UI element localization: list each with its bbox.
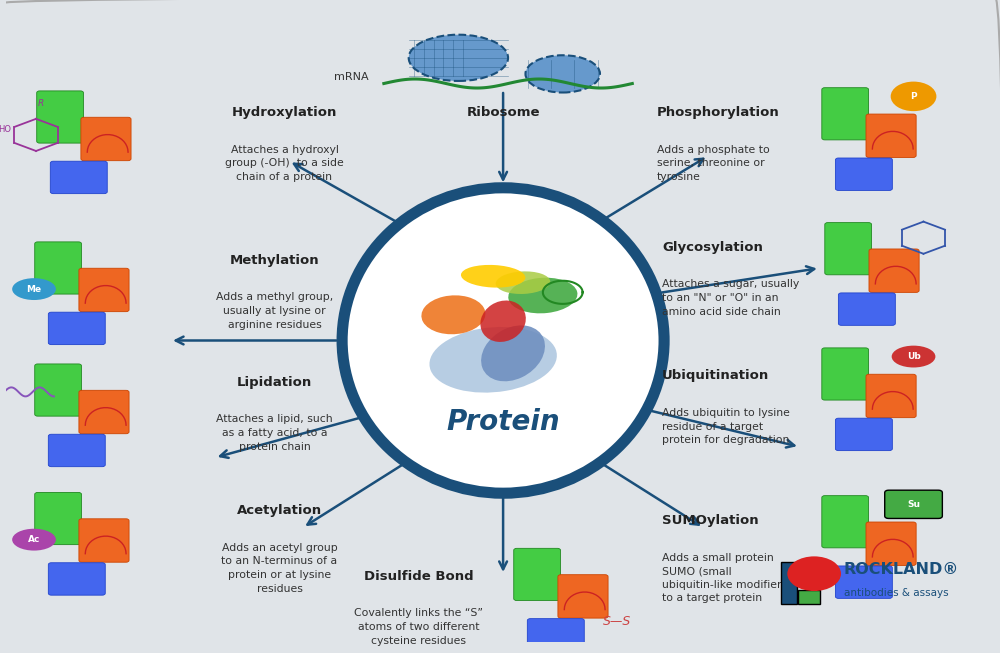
- Ellipse shape: [480, 300, 526, 342]
- Text: P: P: [910, 92, 917, 101]
- FancyBboxPatch shape: [558, 575, 608, 618]
- FancyBboxPatch shape: [37, 91, 83, 143]
- Text: Adds ubiquitin to lysine
residue of a target
protein for degradation: Adds ubiquitin to lysine residue of a ta…: [662, 408, 790, 445]
- Ellipse shape: [409, 35, 508, 81]
- FancyBboxPatch shape: [514, 549, 560, 601]
- Text: SUMOylation: SUMOylation: [662, 514, 759, 527]
- Circle shape: [891, 82, 936, 111]
- Text: Adds a methyl group,
usually at lysine or
arginine residues: Adds a methyl group, usually at lysine o…: [216, 293, 333, 330]
- FancyBboxPatch shape: [885, 490, 942, 518]
- Text: Disulfide Bond: Disulfide Bond: [364, 569, 473, 582]
- Text: Protein: Protein: [446, 407, 560, 436]
- FancyBboxPatch shape: [79, 268, 129, 311]
- Ellipse shape: [892, 345, 935, 368]
- Text: antibodies & assays: antibodies & assays: [844, 588, 949, 598]
- Ellipse shape: [508, 278, 577, 313]
- Circle shape: [787, 556, 841, 591]
- Text: Adds an acetyl group
to an N-terminus of a
protein or at lysine
residues: Adds an acetyl group to an N-terminus of…: [221, 543, 338, 594]
- FancyBboxPatch shape: [35, 242, 81, 294]
- Text: Attaches a sugar, usually
to an "N" or "O" in an
amino acid side chain: Attaches a sugar, usually to an "N" or "…: [662, 279, 799, 317]
- FancyBboxPatch shape: [48, 312, 105, 345]
- Ellipse shape: [342, 188, 664, 493]
- FancyBboxPatch shape: [822, 348, 869, 400]
- FancyBboxPatch shape: [835, 158, 892, 191]
- Text: mRNA: mRNA: [334, 72, 369, 82]
- Text: Ub: Ub: [907, 352, 920, 361]
- Ellipse shape: [481, 325, 545, 381]
- FancyBboxPatch shape: [79, 390, 129, 434]
- Text: R: R: [38, 99, 44, 108]
- FancyBboxPatch shape: [822, 496, 869, 548]
- Text: Adds a phosphate to
serine, threonine or
tyrosine: Adds a phosphate to serine, threonine or…: [657, 144, 770, 182]
- FancyBboxPatch shape: [35, 364, 81, 416]
- FancyBboxPatch shape: [835, 418, 892, 451]
- FancyBboxPatch shape: [866, 374, 916, 418]
- Text: Ac: Ac: [28, 535, 40, 544]
- Text: Phosphorylation: Phosphorylation: [657, 106, 780, 119]
- FancyBboxPatch shape: [79, 518, 129, 562]
- FancyBboxPatch shape: [869, 249, 919, 293]
- Text: Attaches a lipid, such
as a fatty acid, to a
protein chain: Attaches a lipid, such as a fatty acid, …: [216, 415, 333, 452]
- Ellipse shape: [525, 56, 600, 93]
- FancyBboxPatch shape: [838, 293, 895, 325]
- FancyBboxPatch shape: [781, 562, 797, 604]
- Text: HO: HO: [0, 125, 11, 134]
- FancyBboxPatch shape: [81, 118, 131, 161]
- Text: Hydroxylation: Hydroxylation: [232, 106, 337, 119]
- Text: Glycosylation: Glycosylation: [662, 241, 763, 254]
- FancyBboxPatch shape: [48, 563, 105, 595]
- FancyBboxPatch shape: [35, 492, 81, 545]
- Ellipse shape: [496, 272, 550, 294]
- FancyBboxPatch shape: [835, 566, 892, 598]
- Text: Acetylation: Acetylation: [237, 504, 322, 517]
- FancyBboxPatch shape: [48, 434, 105, 467]
- FancyBboxPatch shape: [825, 223, 872, 275]
- Ellipse shape: [461, 265, 525, 287]
- Ellipse shape: [421, 295, 485, 334]
- Text: Methylation: Methylation: [230, 253, 319, 266]
- FancyBboxPatch shape: [822, 88, 869, 140]
- Text: Ubiquitination: Ubiquitination: [662, 369, 769, 382]
- FancyBboxPatch shape: [798, 590, 820, 604]
- Text: Lipidation: Lipidation: [237, 375, 312, 389]
- Ellipse shape: [12, 278, 56, 300]
- Text: Attaches a hydroxyl
group (-OH)  to a side
chain of a protein: Attaches a hydroxyl group (-OH) to a sid…: [225, 144, 344, 182]
- Text: Su: Su: [907, 500, 920, 509]
- Ellipse shape: [12, 529, 56, 550]
- Text: Covalently links the “S”
atoms of two different
cysteine residues: Covalently links the “S” atoms of two di…: [354, 609, 483, 646]
- FancyBboxPatch shape: [527, 618, 584, 651]
- Text: Adds a small protein
SUMO (small
ubiquitin-like modifier)
to a target protein: Adds a small protein SUMO (small ubiquit…: [662, 552, 786, 603]
- FancyBboxPatch shape: [50, 161, 107, 194]
- Text: ROCKLAND®: ROCKLAND®: [844, 562, 959, 577]
- FancyBboxPatch shape: [866, 522, 916, 565]
- FancyBboxPatch shape: [866, 114, 916, 157]
- Ellipse shape: [429, 327, 557, 392]
- Text: Me: Me: [26, 285, 42, 294]
- Text: Ribosome: Ribosome: [466, 106, 540, 119]
- Text: S—S: S—S: [603, 614, 632, 628]
